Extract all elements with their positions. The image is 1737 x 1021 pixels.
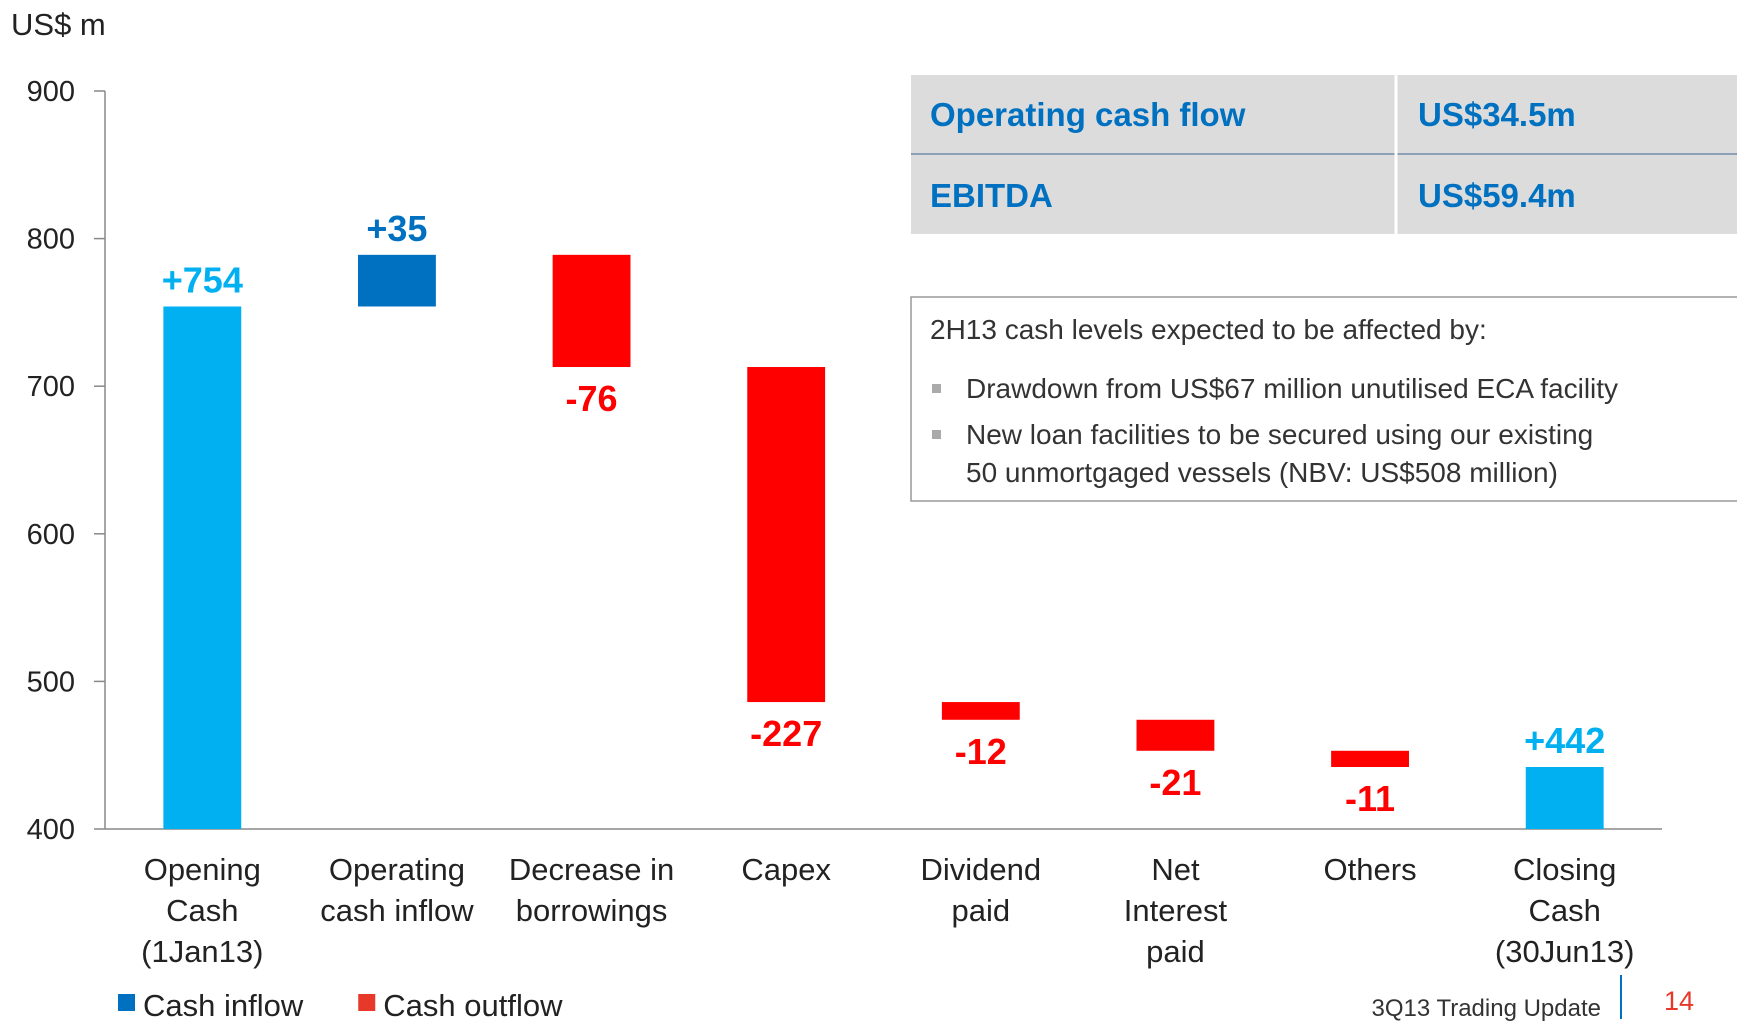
bar (552, 254, 631, 368)
value-label: +754 (162, 259, 243, 300)
table-cell: EBITDA (930, 177, 1053, 214)
value-label: +442 (1524, 720, 1605, 761)
y-unit: US$ m (11, 7, 106, 42)
value-label: -76 (566, 378, 618, 419)
value-label: -227 (750, 713, 822, 754)
y-tick-label: 700 (27, 371, 75, 403)
bar (1331, 750, 1409, 768)
table-cell: US$34.5m (1418, 96, 1576, 133)
bar (941, 702, 1020, 720)
legend-swatch (358, 994, 376, 1011)
y-tick-label: 800 (27, 224, 75, 256)
y-tick-label: 600 (27, 519, 75, 551)
y-tick-label: 500 (27, 666, 75, 698)
y-tick-label: 400 (27, 814, 75, 846)
footer-text: 3Q13 Trading Update (1372, 995, 1602, 1021)
note-box (910, 296, 1737, 502)
legend-label: Cash inflow (143, 988, 304, 1021)
bullet-marker (932, 384, 941, 393)
bar (163, 306, 242, 830)
note-bullet: New loan facilities to be secured using … (966, 419, 1593, 488)
y-tick-label: 900 (27, 76, 75, 108)
x-tick-label: Operating cash inflow (320, 852, 474, 928)
bar (1525, 767, 1604, 829)
legend-swatch (118, 994, 135, 1011)
value-label: +35 (366, 208, 427, 249)
bar (358, 254, 436, 307)
x-tick-label: Decrease in borrowings (509, 852, 674, 928)
note-title: 2H13 cash levels expected to be affected… (930, 314, 1487, 345)
bullet-marker (932, 430, 941, 439)
legend-label: Cash outflow (383, 988, 563, 1021)
x-tick-label: Net Interest paid (1124, 852, 1228, 969)
bar (1136, 719, 1215, 751)
x-tick-label: Dividend paid (921, 852, 1042, 928)
bar (747, 367, 826, 703)
table-cell: US$59.4m (1418, 177, 1576, 214)
x-tick-label: Closing Cash (30Jun13) (1495, 852, 1635, 969)
x-tick-label: Capex (741, 852, 831, 887)
value-label: -12 (955, 731, 1007, 772)
x-tick-label: Others (1324, 852, 1417, 887)
page-number: 14 (1664, 986, 1694, 1016)
table-cell: Operating cash flow (930, 96, 1246, 133)
x-tick-label: Opening Cash (1Jan13) (141, 852, 263, 969)
value-label: -11 (1345, 778, 1395, 819)
value-label: -21 (1149, 762, 1201, 803)
note-bullet: Drawdown from US$67 million unutilised E… (966, 373, 1618, 404)
